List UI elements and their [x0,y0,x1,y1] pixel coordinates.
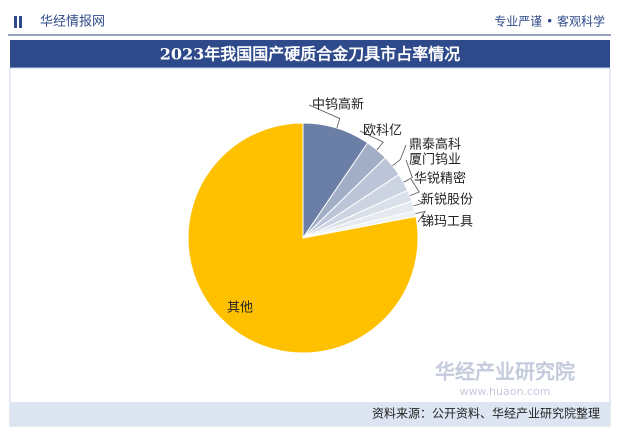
slice-label: 厦门钨业 [409,152,461,168]
leader-line [415,210,427,223]
chart-title: 2023年我国国产硬质合金刀具市占率情况 [160,45,461,64]
leader-line [392,144,407,167]
slogan: 专业严谨 • 客观科学 [494,14,605,29]
pie-slice [187,122,419,354]
slice-label: 鼎泰高科 [409,137,461,153]
watermark-name: 华经产业研究院 [435,360,575,384]
title-bar [10,40,610,68]
slice-label: 中钨高新 [312,97,364,113]
slice-label: 其他 [227,301,253,316]
leader-line [308,104,341,129]
watermark-url: www.huaon.com [460,385,551,398]
brand: 华经情报网 [40,15,105,30]
leader-line [359,130,384,151]
leader-line [409,178,420,197]
footer-bar [10,402,610,426]
logo-mark [14,16,17,28]
slice-label: 新锐股份 [421,192,473,208]
slice-label: 锑玛工具 [421,215,473,230]
slice-label: 欧科亿 [363,124,402,139]
leader-line [403,159,413,183]
leader-line [413,199,425,207]
slice-label: 华锐精密 [414,171,466,187]
logo-mark [19,16,22,28]
source: 资料来源：公开资料、华经产业研究院整理 [372,406,600,421]
